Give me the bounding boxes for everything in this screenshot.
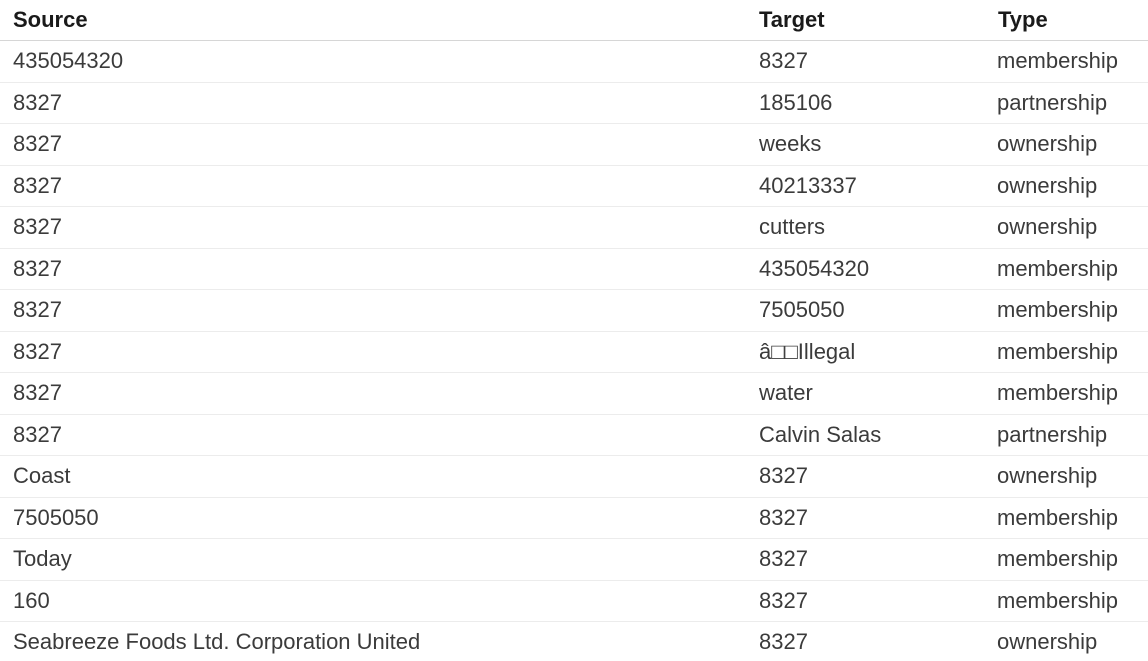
table-row: 160 8327 membership — [0, 580, 1148, 622]
cell-source: 8327 — [0, 331, 759, 373]
cell-type: ownership — [997, 206, 1148, 249]
column-header-target[interactable]: Target — [759, 0, 997, 41]
cell-target: water — [759, 372, 997, 415]
table-header: Source Target Type — [0, 0, 1148, 41]
cell-type: membership — [997, 538, 1148, 581]
cell-target: 8327 — [759, 538, 997, 581]
cell-source: 8327 — [0, 206, 759, 249]
cell-target: 40213337 — [759, 165, 997, 207]
cell-source: 8327 — [0, 82, 759, 124]
column-header-source[interactable]: Source — [0, 0, 759, 41]
cell-target: 185106 — [759, 82, 997, 124]
cell-source: 8327 — [0, 414, 759, 456]
cell-source: 8327 — [0, 123, 759, 166]
cell-target: weeks — [759, 123, 997, 166]
cell-target: 8327 — [759, 621, 997, 661]
cell-source: Coast — [0, 455, 759, 498]
cell-type: membership — [997, 248, 1148, 290]
cell-target: Calvin Salas — [759, 414, 997, 456]
cell-target: cutters — [759, 206, 997, 249]
cell-type: membership — [997, 497, 1148, 539]
table-row: 8327 Calvin Salas partnership — [0, 414, 1148, 456]
cell-type: ownership — [997, 165, 1148, 207]
table-body: 435054320 8327 membership 8327 185106 partner… — [0, 40, 1148, 661]
cell-target: 8327 — [759, 40, 997, 83]
cell-target: â□□Illegal — [759, 331, 997, 373]
table-row: 8327 weeks ownership — [0, 123, 1148, 166]
table-row: Coast 8327 ownership — [0, 455, 1148, 498]
cell-source: 160 — [0, 580, 759, 622]
cell-type: partnership — [997, 414, 1148, 456]
table-row: Seabreeze Foods Ltd. Corporation United 8… — [0, 621, 1148, 661]
table-row: 435054320 8327 membership — [0, 40, 1148, 83]
table-row: Today 8327 membership — [0, 538, 1148, 581]
cell-target: 435054320 — [759, 248, 997, 290]
cell-type: partnership — [997, 82, 1148, 124]
cell-type: membership — [997, 289, 1148, 332]
cell-source: Seabreeze Foods Ltd. Corporation United — [0, 621, 759, 661]
cell-type: membership — [997, 372, 1148, 415]
cell-type: ownership — [997, 621, 1148, 661]
cell-type: ownership — [997, 123, 1148, 166]
cell-type: membership — [997, 331, 1148, 373]
cell-target: 8327 — [759, 497, 997, 539]
table-row: 8327 7505050 membership — [0, 289, 1148, 332]
cell-source: Today — [0, 538, 759, 581]
cell-target: 8327 — [759, 455, 997, 498]
cell-source: 8327 — [0, 248, 759, 290]
cell-source: 8327 — [0, 165, 759, 207]
cell-type: membership — [997, 40, 1148, 83]
table-row: 8327 435054320 membership — [0, 248, 1148, 290]
table-row: 8327 cutters ownership — [0, 206, 1148, 249]
table-row: 8327 40213337 ownership — [0, 165, 1148, 207]
cell-type: ownership — [997, 455, 1148, 498]
table-row: 7505050 8327 membership — [0, 497, 1148, 539]
table-row: 8327 â□□Illegal membership — [0, 331, 1148, 373]
cell-source: 8327 — [0, 372, 759, 415]
cell-target: 8327 — [759, 580, 997, 622]
cell-source: 8327 — [0, 289, 759, 332]
cell-target: 7505050 — [759, 289, 997, 332]
cell-source: 435054320 — [0, 40, 759, 83]
table-row: 8327 water membership — [0, 372, 1148, 415]
column-header-type[interactable]: Type — [997, 0, 1148, 41]
header-row: Source Target Type — [0, 0, 1148, 41]
cell-type: membership — [997, 580, 1148, 622]
table-row: 8327 185106 partnership — [0, 82, 1148, 124]
cell-source: 7505050 — [0, 497, 759, 539]
